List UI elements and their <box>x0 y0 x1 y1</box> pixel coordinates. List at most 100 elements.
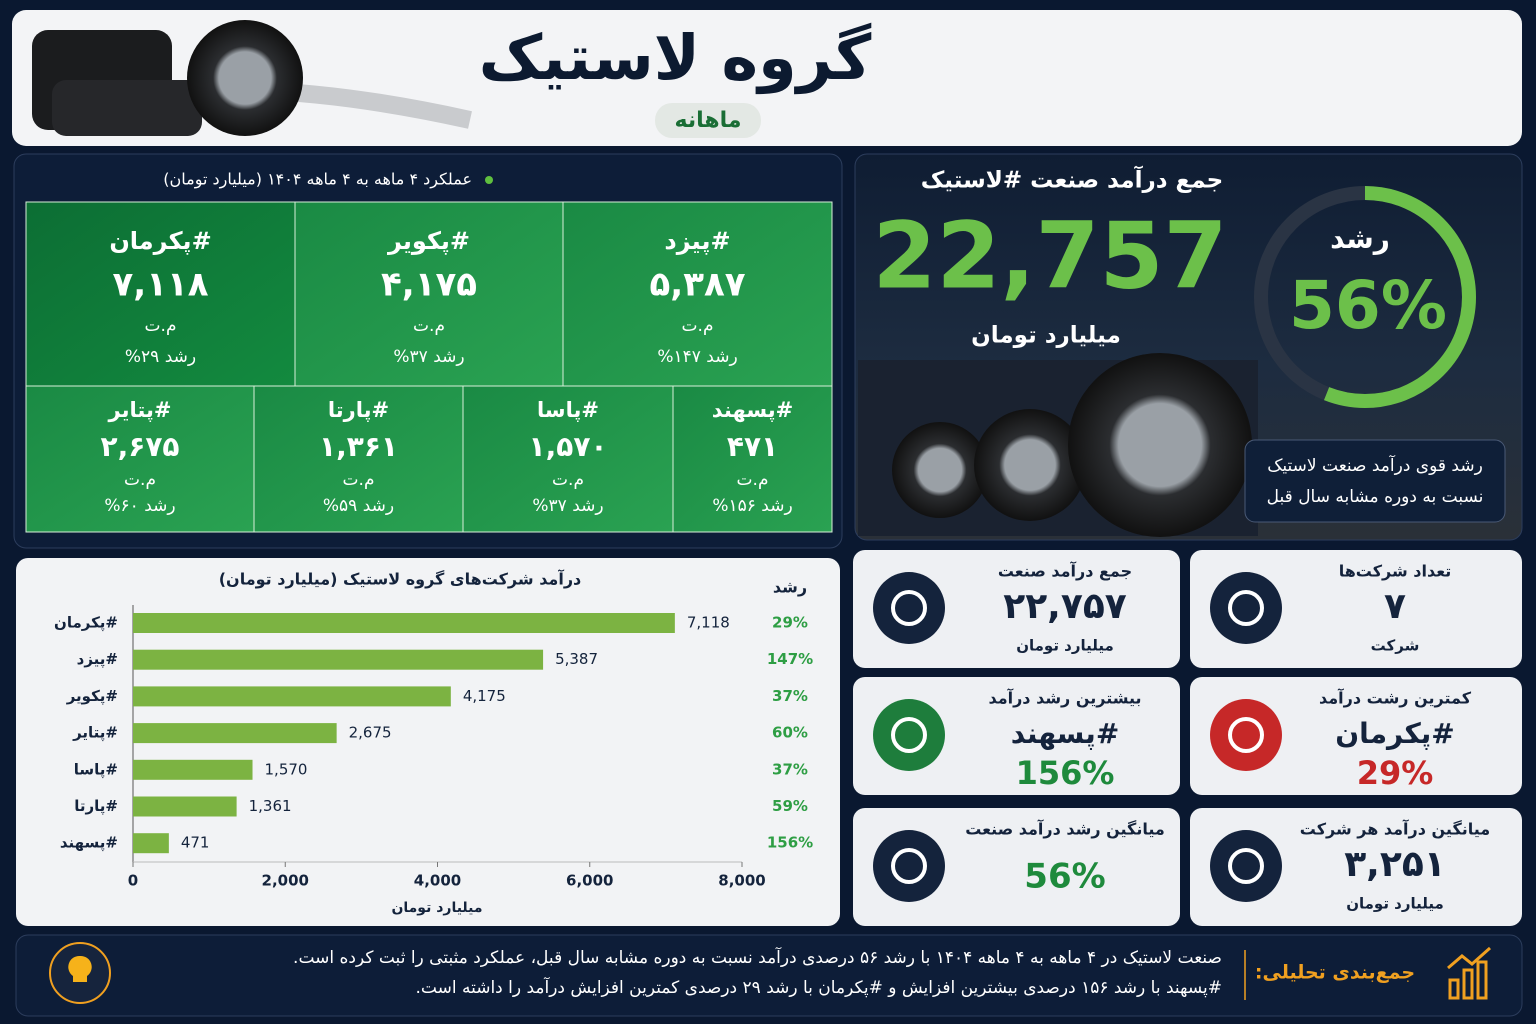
tile-growth: رشد ۳۷% <box>393 347 464 367</box>
tile-growth: رشد ۱۴۷% <box>657 347 737 367</box>
bar <box>133 613 675 633</box>
growth-label: 59% <box>772 797 808 815</box>
subtitle-pill <box>655 103 761 138</box>
summary-line: صنعت لاستیک در ۴ ماهه به ۴ ماهه ۱۴۰۴ با … <box>293 946 1222 968</box>
growth-label: 147% <box>767 650 813 668</box>
bulb-shape <box>68 955 92 982</box>
kpi-icon <box>1210 830 1282 902</box>
tile <box>672 385 833 533</box>
kpi-title: میانگین رشد درآمد صنعت <box>965 819 1165 839</box>
kpi-title: کمترین رشت درآمد <box>1319 688 1472 708</box>
tile-unit: م.ت <box>413 316 445 336</box>
tile-value: ۴۷۱ <box>727 430 778 463</box>
kpi-card <box>853 677 1180 795</box>
growth-label: 29% <box>772 614 808 632</box>
kpi-value: ۲۲,۷۵۷ <box>1003 586 1127 627</box>
gauge-title: رشد <box>1330 222 1390 255</box>
value-label: 5,387 <box>555 650 598 668</box>
tile-name: #پیزد <box>664 227 730 255</box>
bar <box>133 686 451 707</box>
kpi-title: میانگین درآمد هر شرکت <box>1300 819 1490 839</box>
kpi-icon-inner <box>1228 590 1264 626</box>
category-label: #پاسا <box>74 760 118 779</box>
tile-value: ۱,۵۷۰ <box>529 430 608 463</box>
kpi-icon <box>873 830 945 902</box>
x-tick-label: 2,000 <box>262 872 309 890</box>
tire <box>187 20 303 136</box>
note-line: رشد قوی درآمد صنعت لاستیک <box>1267 454 1483 476</box>
growth-label: 60% <box>772 724 808 742</box>
bar <box>133 759 253 780</box>
note-line: نسبت به دوره مشابه سال قبل <box>1267 487 1484 507</box>
tile-name: #پاسا <box>537 398 599 422</box>
kpi-sub: شرکت <box>1371 637 1420 655</box>
tile <box>253 385 464 533</box>
title: گروه لاستیک <box>479 21 873 94</box>
tile-value: ۴,۱۷۵ <box>381 265 477 305</box>
tile-growth: رشد ۵۹% <box>323 496 394 516</box>
tile-name: #پکویر <box>387 227 470 255</box>
kpi-title: بیشترین رشد درآمد <box>988 688 1141 708</box>
tile-unit: م.ت <box>552 470 584 490</box>
kpi-card <box>1190 808 1522 926</box>
tile <box>25 201 296 387</box>
kpi-sub: 156% <box>1016 754 1115 792</box>
growth-label: 37% <box>772 687 808 705</box>
icon-bar <box>1476 960 1488 1000</box>
bar <box>133 833 169 854</box>
growth-header: رشد <box>773 578 807 597</box>
growth-label: 37% <box>772 760 808 778</box>
tire-stack <box>52 80 202 136</box>
category-label: #پیزد <box>77 650 118 669</box>
kpi-card <box>1190 550 1522 668</box>
header-tires <box>32 20 472 136</box>
kpi-sub: میلیارد تومان <box>1346 895 1444 913</box>
gauge-arc <box>1254 186 1476 408</box>
tile <box>25 385 255 533</box>
tile-unit: م.ت <box>682 316 714 336</box>
tile-growth: رشد ۳۷% <box>532 496 603 516</box>
kpi-title: تعداد شرکت‌ها <box>1339 562 1452 581</box>
tile-unit: م.ت <box>343 470 375 490</box>
x-tick-label: 0 <box>128 872 138 890</box>
category-label: #پکویر <box>66 687 118 706</box>
tire-photo <box>858 353 1258 537</box>
value-label: 1,570 <box>265 760 308 778</box>
tile-value: ۷,۱۱۸ <box>113 265 209 305</box>
kpi-icon <box>1210 572 1282 644</box>
kpi-icon-inner <box>891 848 927 884</box>
tile <box>294 201 564 387</box>
summary-line: #پسهند با رشد ۱۵۶ درصدی بیشترین افزایش و… <box>415 976 1222 998</box>
kpi-icon-inner <box>891 717 927 753</box>
kpi-sub: میلیارد تومان <box>1016 637 1114 655</box>
kpi-value: 56% <box>1024 857 1105 897</box>
bullet <box>485 176 493 184</box>
tile-value: ۱,۳۶۱ <box>319 430 398 463</box>
gauge-value: 56% <box>1289 267 1447 344</box>
tile-unit: م.ت <box>145 316 177 336</box>
kpi-value: ۳,۲۵۱ <box>1344 844 1446 885</box>
tire <box>892 422 988 518</box>
tile-name: #پارتا <box>328 398 389 422</box>
tile-growth: رشد ۲۹% <box>125 347 196 367</box>
tire <box>1068 353 1252 537</box>
icon-bar <box>1448 978 1460 1000</box>
x-tick-label: 4,000 <box>414 872 461 890</box>
icon-bar <box>1462 968 1474 1000</box>
panel-title: عملکرد ۴ ماهه به ۴ ماهه ۱۴۰۴ (میلیارد تو… <box>163 170 472 190</box>
kpi-card <box>853 550 1180 668</box>
category-label: #پتایر <box>72 724 118 743</box>
kpi-sub: 29% <box>1357 754 1434 792</box>
x-tick-label: 6,000 <box>566 872 613 890</box>
tile <box>562 201 833 387</box>
summary-chart-icon <box>1447 946 1491 1000</box>
summary-title: جمع‌بندی تحلیلی: <box>1255 962 1415 984</box>
category-label: #پارتا <box>74 797 118 816</box>
kpi-icon-inner <box>891 590 927 626</box>
tile-unit: م.ت <box>124 470 156 490</box>
icon-trend <box>1447 946 1491 970</box>
kpi-icon-inner <box>1228 848 1264 884</box>
kpi-icon-inner <box>1228 717 1264 753</box>
tile-growth: رشد ۱۵۶% <box>712 496 792 516</box>
